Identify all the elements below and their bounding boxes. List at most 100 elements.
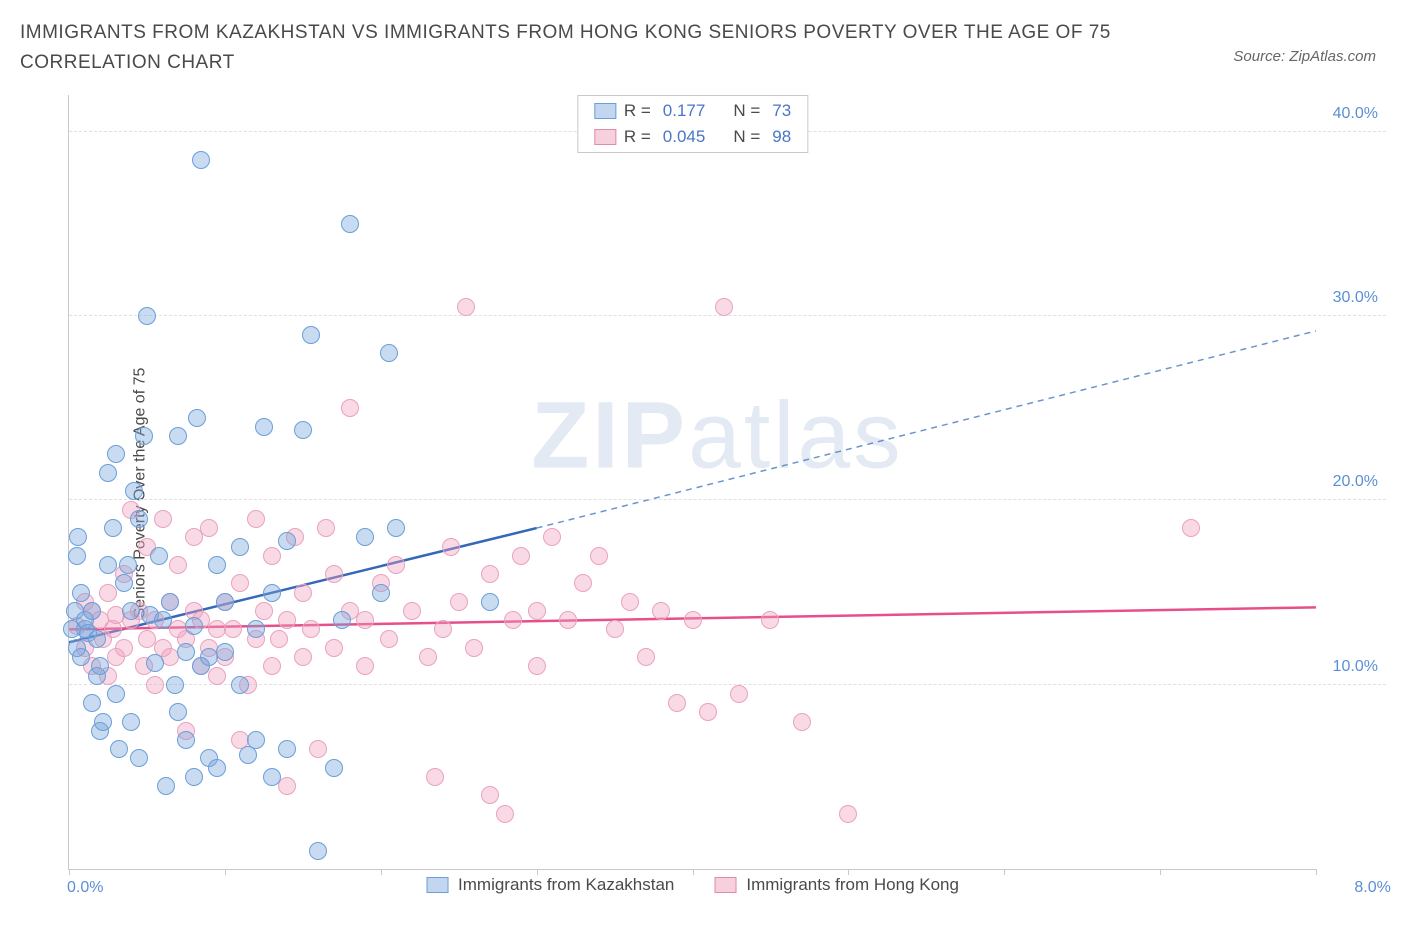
x-tick — [381, 869, 382, 875]
data-point-series1 — [99, 556, 117, 574]
data-point-series1 — [185, 768, 203, 786]
data-point-series1 — [169, 703, 187, 721]
data-point-series1 — [125, 482, 143, 500]
legend-stats-row-1: R = 0.177 N = 73 — [578, 98, 807, 124]
data-point-series2 — [668, 694, 686, 712]
data-point-series1 — [91, 657, 109, 675]
data-point-series2 — [426, 768, 444, 786]
data-point-series2 — [278, 611, 296, 629]
watermark: ZIPatlas — [531, 381, 903, 490]
data-point-series1 — [94, 713, 112, 731]
data-point-series2 — [457, 298, 475, 316]
data-point-series2 — [294, 648, 312, 666]
data-point-series1 — [278, 532, 296, 550]
y-tick-label: 10.0% — [1333, 658, 1378, 676]
data-point-series1 — [122, 713, 140, 731]
data-point-series2 — [255, 602, 273, 620]
data-point-series2 — [528, 657, 546, 675]
data-point-series2 — [356, 657, 374, 675]
data-point-series1 — [325, 759, 343, 777]
n-value-2: 98 — [768, 127, 791, 147]
data-point-series1 — [69, 528, 87, 546]
data-point-series2 — [761, 611, 779, 629]
data-point-series2 — [387, 556, 405, 574]
data-point-series2 — [637, 648, 655, 666]
x-tick — [537, 869, 538, 875]
legend-label-2: Immigrants from Hong Kong — [746, 875, 959, 895]
y-tick-label: 30.0% — [1333, 289, 1378, 307]
data-point-series2 — [208, 667, 226, 685]
x-tick-label-max: 8.0% — [1354, 879, 1390, 897]
x-tick — [693, 869, 694, 875]
data-point-series1 — [138, 307, 156, 325]
data-point-series2 — [294, 584, 312, 602]
swatch-series1-icon — [594, 103, 616, 119]
data-point-series2 — [481, 565, 499, 583]
data-point-series1 — [333, 611, 351, 629]
data-point-series1 — [341, 215, 359, 233]
data-point-series1 — [72, 584, 90, 602]
n-label: N = — [733, 127, 760, 147]
data-point-series1 — [154, 611, 172, 629]
data-point-series1 — [255, 418, 273, 436]
data-point-series1 — [192, 151, 210, 169]
data-point-series2 — [699, 703, 717, 721]
data-point-series1 — [122, 602, 140, 620]
n-label: N = — [733, 101, 760, 121]
gridline — [69, 684, 1386, 685]
x-tick — [1316, 869, 1317, 875]
data-point-series1 — [107, 445, 125, 463]
data-point-series1 — [263, 768, 281, 786]
data-point-series2 — [154, 510, 172, 528]
swatch-series1-icon — [426, 877, 448, 893]
data-point-series1 — [309, 842, 327, 860]
data-point-series1 — [185, 617, 203, 635]
data-point-series2 — [442, 538, 460, 556]
data-point-series2 — [115, 639, 133, 657]
x-tick-label-min: 0.0% — [67, 879, 103, 897]
data-point-series1 — [72, 648, 90, 666]
data-point-series1 — [231, 538, 249, 556]
data-point-series1 — [177, 731, 195, 749]
data-point-series1 — [99, 464, 117, 482]
data-point-series1 — [177, 643, 195, 661]
data-point-series2 — [231, 574, 249, 592]
data-point-series1 — [169, 427, 187, 445]
data-point-series1 — [110, 740, 128, 758]
legend-label-1: Immigrants from Kazakhstan — [458, 875, 674, 895]
data-point-series2 — [450, 593, 468, 611]
data-point-series2 — [325, 565, 343, 583]
data-point-series1 — [130, 510, 148, 528]
data-point-series2 — [1182, 519, 1200, 537]
data-point-series2 — [465, 639, 483, 657]
data-point-series1 — [208, 759, 226, 777]
data-point-series1 — [150, 547, 168, 565]
data-point-series1 — [380, 344, 398, 362]
data-point-series2 — [263, 657, 281, 675]
data-point-series1 — [83, 602, 101, 620]
data-point-series2 — [652, 602, 670, 620]
watermark-bold: ZIP — [531, 382, 688, 488]
swatch-series2-icon — [714, 877, 736, 893]
data-point-series2 — [528, 602, 546, 620]
data-point-series1 — [216, 593, 234, 611]
y-tick-label: 20.0% — [1333, 473, 1378, 491]
data-point-series2 — [341, 399, 359, 417]
data-point-series2 — [481, 786, 499, 804]
data-point-series1 — [387, 519, 405, 537]
data-point-series2 — [793, 713, 811, 731]
source-attribution: Source: ZipAtlas.com — [1233, 18, 1376, 65]
gridline — [69, 315, 1386, 316]
data-point-series1 — [68, 547, 86, 565]
data-point-series1 — [166, 676, 184, 694]
data-point-series1 — [216, 643, 234, 661]
source-prefix: Source: — [1233, 48, 1289, 65]
watermark-rest: atlas — [688, 382, 904, 488]
data-point-series1 — [115, 574, 133, 592]
data-point-series2 — [590, 547, 608, 565]
data-point-series1 — [107, 685, 125, 703]
data-point-series2 — [403, 602, 421, 620]
data-point-series2 — [224, 620, 242, 638]
data-point-series2 — [559, 611, 577, 629]
data-point-series2 — [302, 620, 320, 638]
